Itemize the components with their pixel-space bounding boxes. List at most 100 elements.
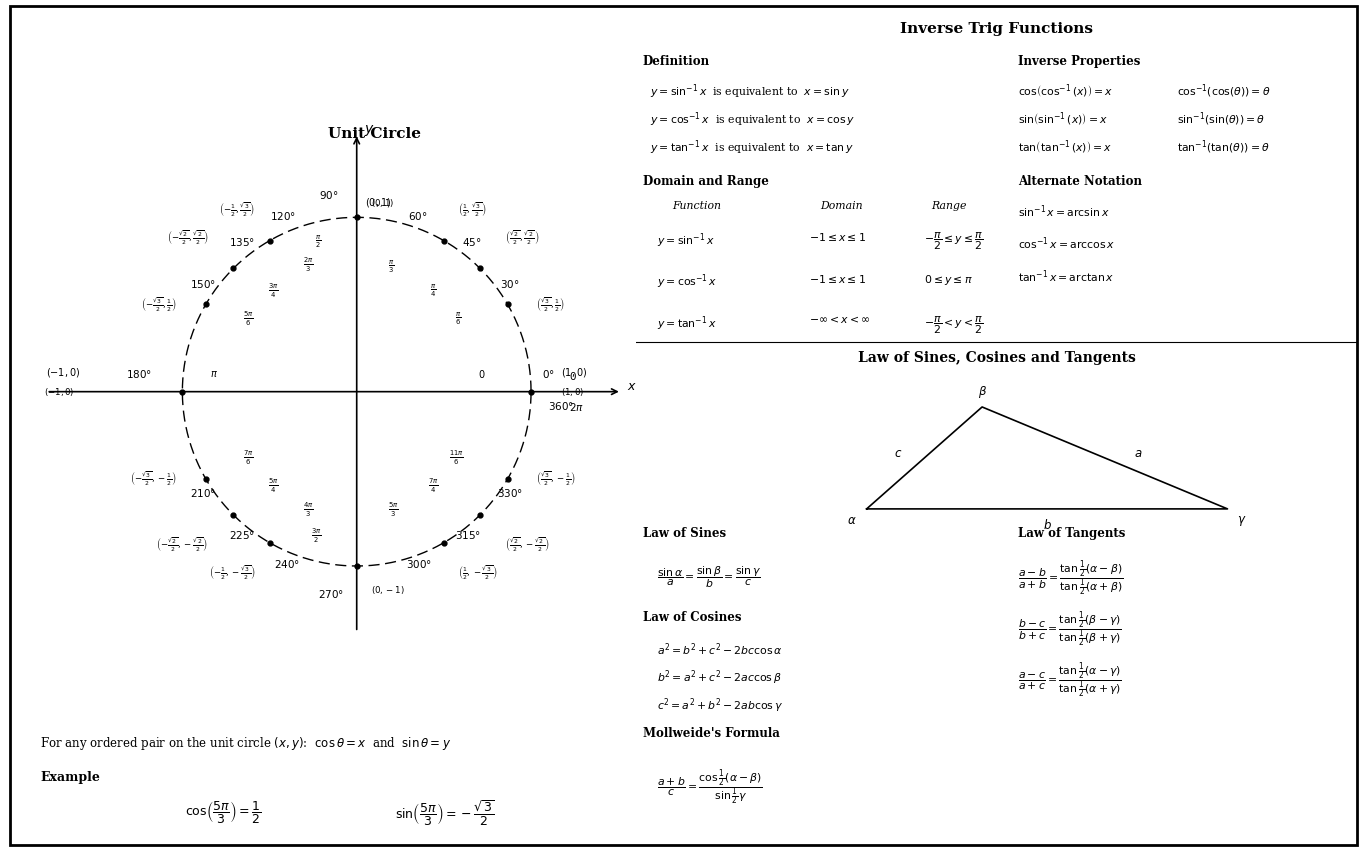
Text: $30°$: $30°$ [500,277,519,289]
Text: $\cos\!\left(\cos^{-1}(x)\right)=x$: $\cos\!\left(\cos^{-1}(x)\right)=x$ [1018,83,1114,100]
Text: $240°$: $240°$ [273,558,299,570]
Text: $\alpha$: $\alpha$ [848,513,857,527]
Text: $(0,1)$: $(0,1)$ [365,196,391,208]
Text: $\tan^{-1}\!\left(\tan(\theta)\right)=\theta$: $\tan^{-1}\!\left(\tan(\theta)\right)=\t… [1177,138,1270,156]
Text: $\frac{5\pi}{4}$: $\frac{5\pi}{4}$ [268,477,279,495]
Text: $\dfrac{a-c}{a+c} = \dfrac{\tan\frac{1}{2}(\alpha-\gamma)}{\tan\frac{1}{2}(\alph: $\dfrac{a-c}{a+c} = \dfrac{\tan\frac{1}{… [1018,662,1122,701]
Text: $\dfrac{b-c}{b+c} = \dfrac{\tan\frac{1}{2}(\beta-\gamma)}{\tan\frac{1}{2}(\beta+: $\dfrac{b-c}{b+c} = \dfrac{\tan\frac{1}{… [1018,611,1122,650]
Text: $\dfrac{\sin\alpha}{a} = \dfrac{\sin\beta}{b} = \dfrac{\sin\gamma}{c}$: $\dfrac{\sin\alpha}{a} = \dfrac{\sin\bet… [658,564,761,590]
Text: $120°$: $120°$ [271,209,297,221]
Text: Definition: Definition [642,54,709,68]
Text: $\left(\frac{\sqrt{3}}{2},\frac{1}{2}\right)$: $\left(\frac{\sqrt{3}}{2},\frac{1}{2}\ri… [536,295,565,314]
Text: $b^2 = a^2 + c^2 - 2ac\cos\beta$: $b^2 = a^2 + c^2 - 2ac\cos\beta$ [658,669,782,688]
Text: $(1,0)$: $(1,0)$ [560,386,584,397]
Text: $210°$: $210°$ [190,487,216,499]
Text: $(-1,0)$: $(-1,0)$ [46,367,81,380]
Text: $\frac{4\pi}{3}$: $\frac{4\pi}{3}$ [302,501,313,519]
Text: $c^2 = a^2 + b^2 - 2ab\cos\gamma$: $c^2 = a^2 + b^2 - 2ab\cos\gamma$ [658,696,783,715]
Text: $\frac{\pi}{4}$: $\frac{\pi}{4}$ [431,283,436,299]
Text: $60°$: $60°$ [407,209,428,221]
Text: $330°$: $330°$ [498,487,524,499]
Text: $\sin^{-1}x = \arcsin x$: $\sin^{-1}x = \arcsin x$ [1018,203,1110,220]
Text: Range: Range [931,201,966,211]
Text: Alternate Notation: Alternate Notation [1018,175,1143,188]
Text: $a$: $a$ [1133,447,1141,460]
Text: $\pi$: $\pi$ [209,369,217,380]
Text: $y = \sin^{-1}x$  is equivalent to  $x = \sin y$: $y = \sin^{-1}x$ is equivalent to $x = \… [651,83,850,101]
Text: $a^2 = b^2 + c^2 - 2bc\cos\alpha$: $a^2 = b^2 + c^2 - 2bc\cos\alpha$ [658,641,783,658]
Text: $\left(\frac{1}{2},-\frac{\sqrt{3}}{2}\right)$: $\left(\frac{1}{2},-\frac{\sqrt{3}}{2}\r… [458,564,498,582]
Text: $y$: $y$ [364,123,375,138]
Text: $\frac{7\pi}{6}$: $\frac{7\pi}{6}$ [243,448,254,467]
Text: Example: Example [40,771,100,784]
Text: Law of Cosines: Law of Cosines [642,611,741,624]
Text: $c$: $c$ [894,447,902,460]
Text: $(0,-1)$: $(0,-1)$ [370,585,405,597]
Text: $\frac{\pi}{2}$: $\frac{\pi}{2}$ [316,233,321,250]
Text: $\cos^{-1}x = \arccos x$: $\cos^{-1}x = \arccos x$ [1018,236,1115,252]
Text: Unit Circle: Unit Circle [328,127,421,140]
Text: $\frac{\pi}{3}$: $\frac{\pi}{3}$ [388,258,395,275]
Text: $\sin\!\left(\dfrac{5\pi}{3}\right)=-\dfrac{\sqrt{3}}{2}$: $\sin\!\left(\dfrac{5\pi}{3}\right)=-\df… [395,799,495,829]
Text: $0$: $0$ [570,370,577,382]
Text: $315°$: $315°$ [455,528,481,540]
Text: $\left(\frac{\sqrt{3}}{2},-\frac{1}{2}\right)$: $\left(\frac{\sqrt{3}}{2},-\frac{1}{2}\r… [536,470,576,488]
Text: $270°$: $270°$ [317,588,343,600]
Text: $45°$: $45°$ [462,236,481,248]
Text: $\sin\!\left(\sin^{-1}(x)\right)=x$: $\sin\!\left(\sin^{-1}(x)\right)=x$ [1018,111,1109,128]
Text: $225°$: $225°$ [228,528,254,540]
Text: Law of Tangents: Law of Tangents [1018,528,1125,540]
Text: $150°$: $150°$ [190,277,216,289]
Text: $\sin^{-1}\!\left(\sin(\theta)\right)=\theta$: $\sin^{-1}\!\left(\sin(\theta)\right)=\t… [1177,111,1266,128]
Text: Law of Sines: Law of Sines [642,528,726,540]
Text: $0 \leq y \leq \pi$: $0 \leq y \leq \pi$ [924,272,973,287]
Text: $\tan^{-1}x = \arctan x$: $\tan^{-1}x = \arctan x$ [1018,268,1114,284]
Text: $\frac{3\pi}{4}$: $\frac{3\pi}{4}$ [268,282,279,300]
Text: $0°$: $0°$ [543,368,555,380]
Text: Domain and Range: Domain and Range [642,175,768,188]
Text: $(-1,0)$: $(-1,0)$ [44,386,74,397]
Text: Mollweide's Formula: Mollweide's Formula [642,727,779,740]
Text: $\left(-\frac{\sqrt{2}}{2},-\frac{\sqrt{2}}{2}\right)$: $\left(-\frac{\sqrt{2}}{2},-\frac{\sqrt{… [156,536,209,554]
Text: $\cos\!\left(\dfrac{5\pi}{3}\right)=\dfrac{1}{2}$: $\cos\!\left(\dfrac{5\pi}{3}\right)=\dfr… [185,799,261,825]
Text: $\left(-\frac{1}{2},-\frac{\sqrt{3}}{2}\right)$: $\left(-\frac{1}{2},-\frac{\sqrt{3}}{2}\… [209,564,256,582]
Text: $\frac{3\pi}{2}$: $\frac{3\pi}{2}$ [312,528,321,545]
Text: $-\dfrac{\pi}{2} \leq y \leq \dfrac{\pi}{2}$: $-\dfrac{\pi}{2} \leq y \leq \dfrac{\pi}… [924,231,984,252]
Text: $360°$: $360°$ [548,400,574,412]
Text: $\dfrac{a+b}{c} = \dfrac{\cos\frac{1}{2}(\alpha-\beta)}{\sin\frac{1}{2}\gamma}$: $\dfrac{a+b}{c} = \dfrac{\cos\frac{1}{2}… [658,768,763,808]
Text: Domain: Domain [820,201,863,211]
Text: $-\dfrac{\pi}{2} < y < \dfrac{\pi}{2}$: $-\dfrac{\pi}{2} < y < \dfrac{\pi}{2}$ [924,314,984,335]
Text: $y = \sin^{-1}x$: $y = \sin^{-1}x$ [658,231,715,249]
Text: $-1 \leq x \leq 1$: $-1 \leq x \leq 1$ [809,231,865,243]
Text: $\left(-\frac{\sqrt{3}}{2},\frac{1}{2}\right)$: $\left(-\frac{\sqrt{3}}{2},\frac{1}{2}\r… [141,295,178,314]
Text: $y = \tan^{-1}x$  is equivalent to  $x = \tan y$: $y = \tan^{-1}x$ is equivalent to $x = \… [651,138,854,157]
Text: $2\pi$: $2\pi$ [570,402,585,414]
Text: $\frac{5\pi}{6}$: $\frac{5\pi}{6}$ [243,309,254,328]
Text: $\left(\frac{\sqrt{2}}{2},-\frac{\sqrt{2}}{2}\right)$: $\left(\frac{\sqrt{2}}{2},-\frac{\sqrt{2… [504,536,550,554]
Text: $b$: $b$ [1043,518,1051,532]
Text: $0$: $0$ [478,368,487,380]
Text: $\gamma$: $\gamma$ [1237,513,1247,528]
Text: Inverse Trig Functions: Inverse Trig Functions [899,22,1094,37]
Text: $\frac{\pi}{6}$: $\frac{\pi}{6}$ [455,310,461,327]
Text: $\frac{11\pi}{6}$: $\frac{11\pi}{6}$ [448,448,463,467]
Text: $\beta$: $\beta$ [977,384,987,400]
Text: $\left(-\frac{\sqrt{3}}{2},-\frac{1}{2}\right)$: $\left(-\frac{\sqrt{3}}{2},-\frac{1}{2}\… [130,470,178,488]
Text: $\left(\frac{\sqrt{2}}{2},\frac{\sqrt{2}}{2}\right)$: $\left(\frac{\sqrt{2}}{2},\frac{\sqrt{2}… [504,229,539,248]
Text: $\left(-\frac{\sqrt{2}}{2},\frac{\sqrt{2}}{2}\right)$: $\left(-\frac{\sqrt{2}}{2},\frac{\sqrt{2… [167,229,209,248]
Text: Function: Function [671,201,720,211]
Text: $(0,1)$: $(0,1)$ [370,197,394,209]
Text: $\frac{2\pi}{3}$: $\frac{2\pi}{3}$ [302,255,313,273]
Text: $300°$: $300°$ [406,558,432,570]
Text: $90°$: $90°$ [319,189,339,201]
Text: $\cos^{-1}\!\left(\cos(\theta)\right)=\theta$: $\cos^{-1}\!\left(\cos(\theta)\right)=\t… [1177,83,1271,100]
Text: $x$: $x$ [627,380,637,393]
Text: $\left(\frac{1}{2},\frac{\sqrt{3}}{2}\right)$: $\left(\frac{1}{2},\frac{\sqrt{3}}{2}\ri… [458,201,487,220]
Text: $\frac{5\pi}{3}$: $\frac{5\pi}{3}$ [388,501,399,519]
Text: $\dfrac{a-b}{a+b} = \dfrac{\tan\frac{1}{2}(\alpha-\beta)}{\tan\frac{1}{2}(\alpha: $\dfrac{a-b}{a+b} = \dfrac{\tan\frac{1}{… [1018,560,1124,599]
Text: $-1 \leq x \leq 1$: $-1 \leq x \leq 1$ [809,272,865,284]
Text: $y = \cos^{-1}x$: $y = \cos^{-1}x$ [658,272,718,291]
Text: Law of Sines, Cosines and Tangents: Law of Sines, Cosines and Tangents [857,351,1136,365]
Text: For any ordered pair on the unit circle $(x,y)$:  $\cos\theta = x$  and  $\sin\t: For any ordered pair on the unit circle … [40,735,451,752]
Text: $y = \tan^{-1}x$: $y = \tan^{-1}x$ [658,314,718,333]
